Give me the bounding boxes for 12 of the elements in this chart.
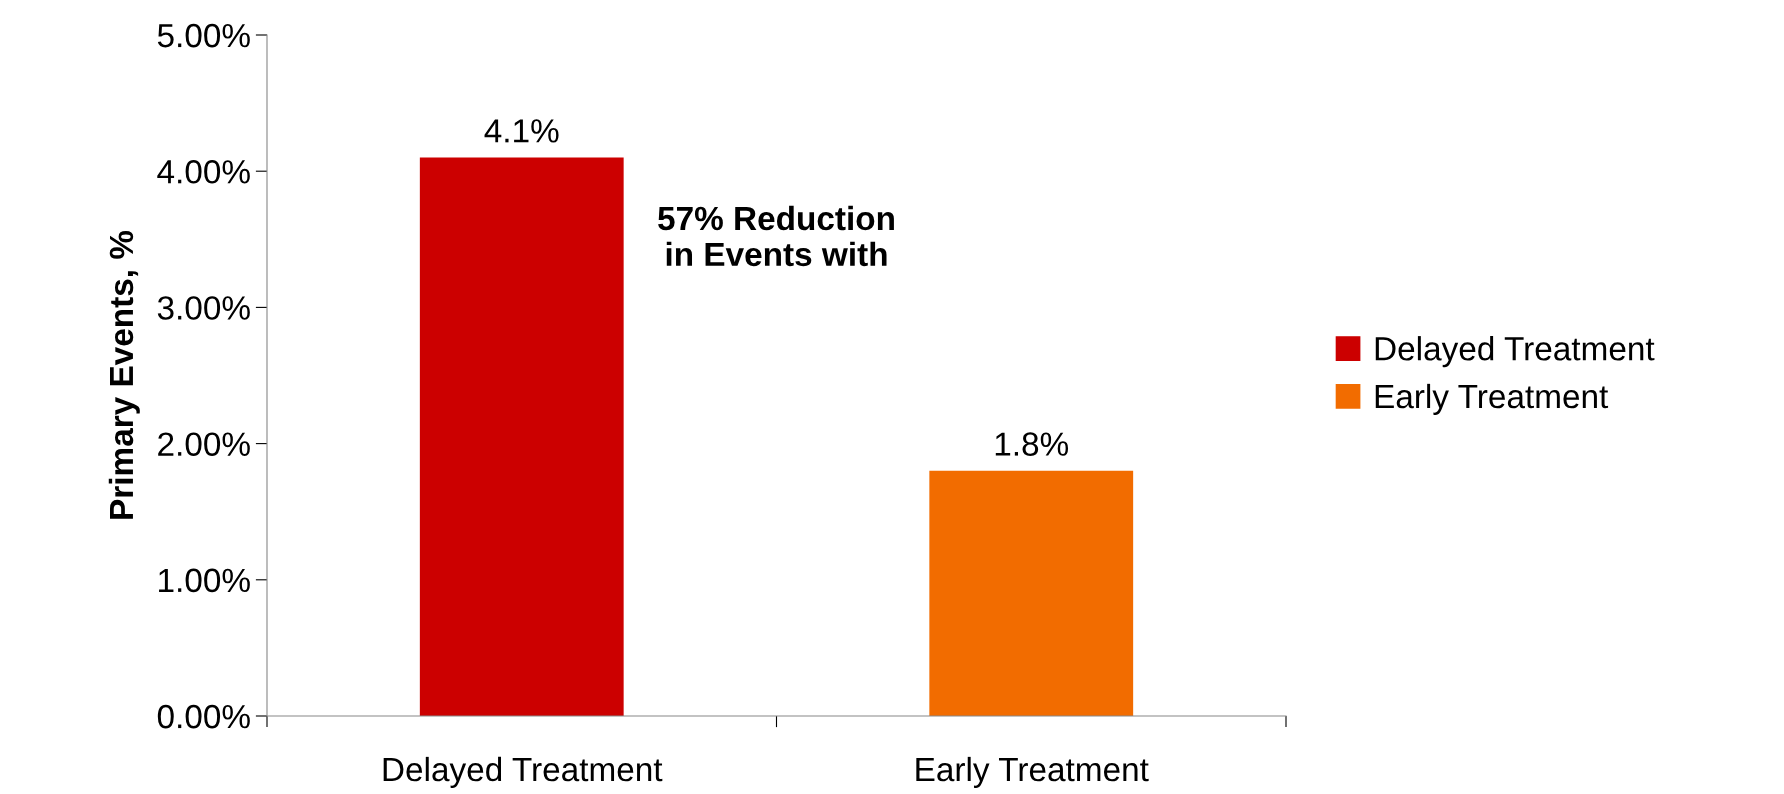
y-axis-title: Primary Events, % (108, 230, 140, 519)
y-tick-label: 3.00% (157, 296, 250, 320)
y-tick-label: 5.00% (157, 23, 250, 48)
y-tick-label: 2.00% (158, 432, 250, 457)
legend-label: Early Treatment (1375, 383, 1609, 415)
y-tick-label: 4.00% (157, 160, 250, 184)
y-tick-label: 1.00% (159, 568, 250, 593)
y-tick-label: 0.00% (157, 704, 250, 729)
annotation: 57% Reduction in Events with (658, 205, 894, 267)
data-label: 1.8% (995, 432, 1069, 456)
data-label: 4.1% (484, 119, 559, 143)
legend-label: Delayed Treatment (1375, 336, 1655, 368)
